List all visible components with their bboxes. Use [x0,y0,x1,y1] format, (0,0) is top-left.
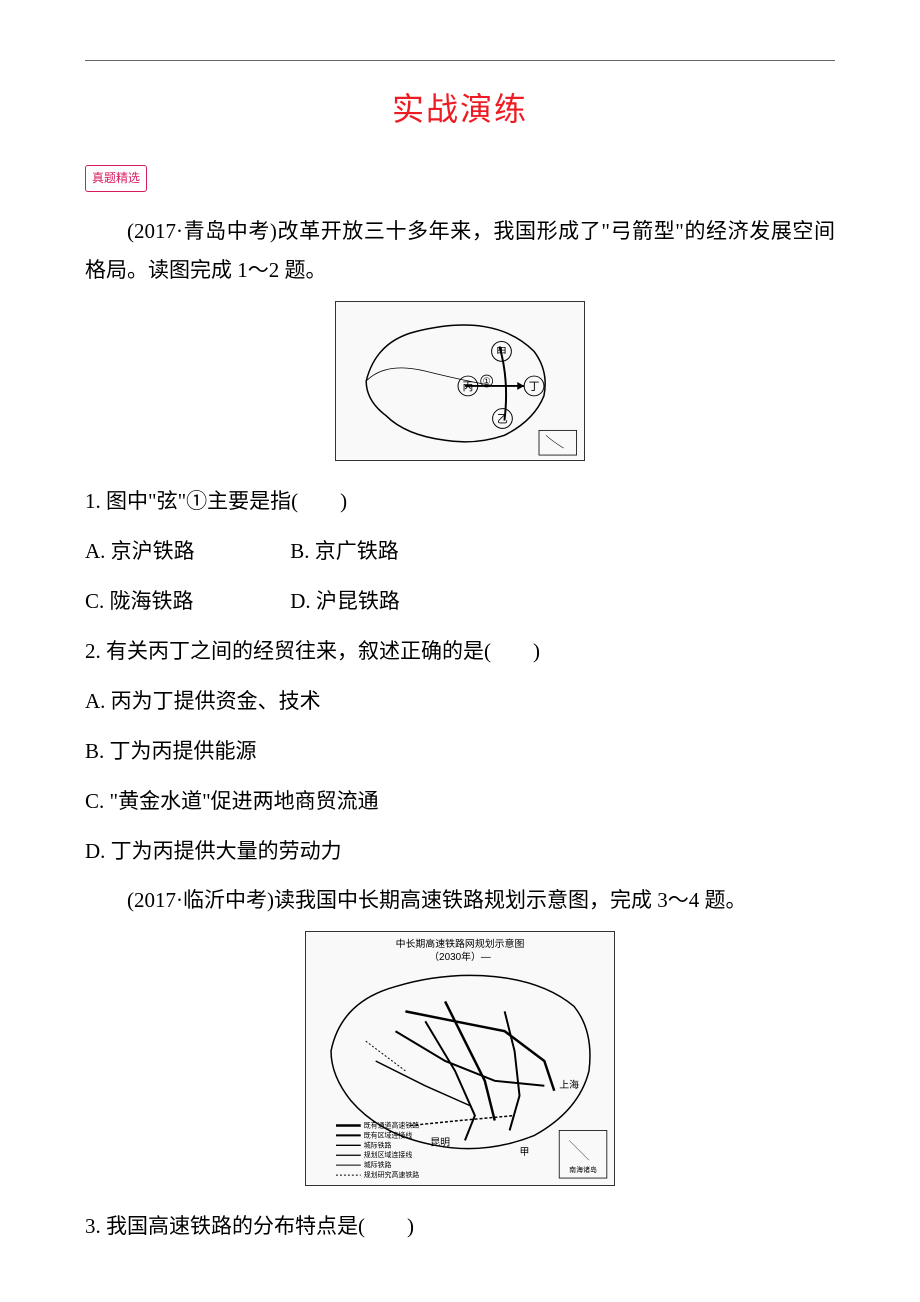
label-one: ① [483,376,491,386]
figure-1-container: 甲 乙 丙 丁 ① [85,301,835,474]
q2-option-a: A. 丙为丁提供资金、技术 [85,682,835,722]
legend-0: 既有通道高速铁路 [364,1121,420,1130]
q1-option-a: A. 京沪铁路 [85,532,285,572]
city-jia: 甲 [520,1148,530,1159]
q1-option-c: C. 陇海铁路 [85,582,285,622]
question-2-stem: 2. 有关丙丁之间的经贸往来，叙述正确的是( ) [85,632,835,672]
question-1-stem: 1. 图中"弦"①主要是指( ) [85,482,835,522]
label-ding: 丁 [529,381,540,393]
city-kunming: 昆明 [430,1137,450,1149]
q1-options-row-2: C. 陇海铁路 D. 沪昆铁路 [85,582,835,622]
china-railway-map: 中长期高速铁路网规划示意图 （2030年）— 上海 昆明 甲 南海诸岛 既有通道… [305,931,615,1186]
q1-option-d: D. 沪昆铁路 [290,582,490,622]
legend-4: 城际铁路 [364,1160,392,1169]
fig2-title-1: 中长期高速铁路网规划示意图 [396,937,525,950]
q1-options-row-1: A. 京沪铁路 B. 京广铁路 [85,532,835,572]
legend-3: 规划区域连接线 [364,1151,413,1160]
page-title: 实战演练 [85,79,835,140]
label-yi: 乙 [497,413,508,426]
map-svg-1: 甲 乙 丙 丁 ① [336,302,584,460]
label-jia: 甲 [496,347,507,359]
legend-5: 规划研究高速铁路 [364,1170,420,1179]
intro-paragraph-2: (2017·临沂中考)读我国中长期高速铁路规划示意图，完成 3～4 题。 [85,881,835,921]
q2-option-b: B. 丁为丙提供能源 [85,732,835,772]
map-svg-2: 中长期高速铁路网规划示意图 （2030年）— 上海 昆明 甲 南海诸岛 既有通道… [306,932,614,1185]
fig2-title-2: （2030年）— [429,950,491,963]
inset-label: 南海诸岛 [569,1165,597,1174]
q2-option-c: C. "黄金水道"促进两地商贸流通 [85,782,835,822]
q2-option-d: D. 丁为丙提供大量的劳动力 [85,832,835,872]
china-map-bow-arrow: 甲 乙 丙 丁 ① [335,301,585,461]
section-badge: 真题精选 [85,165,147,192]
figure-2-container: 中长期高速铁路网规划示意图 （2030年）— 上海 昆明 甲 南海诸岛 既有通道… [85,931,835,1199]
legend-group: 既有通道高速铁路 既有区域连接线 城际铁路 规划区域连接线 城际铁路 规划研究高… [336,1121,419,1180]
legend-2: 城际铁路 [364,1141,392,1150]
question-3-stem: 3. 我国高速铁路的分布特点是( ) [85,1207,835,1247]
intro-paragraph-1: (2017·青岛中考)改革开放三十多年来，我国形成了"弓箭型"的经济发展空间格局… [85,212,835,292]
city-shanghai: 上海 [559,1078,579,1091]
legend-1: 既有区域连接线 [364,1131,413,1140]
top-divider [85,60,835,61]
q1-option-b: B. 京广铁路 [290,532,490,572]
label-bing: 丙 [462,381,473,393]
